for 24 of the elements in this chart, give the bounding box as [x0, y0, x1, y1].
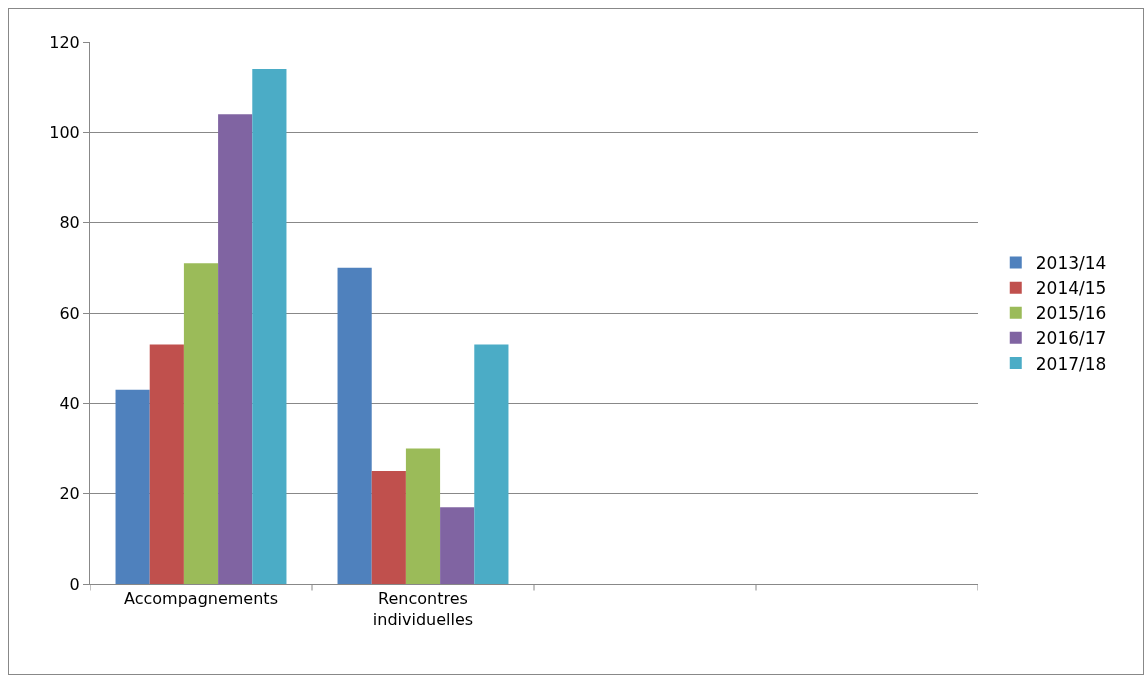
y-tick-label: 20	[59, 484, 80, 504]
y-tick-label: 120	[49, 32, 80, 52]
y-tick-label: 80	[59, 213, 80, 233]
bar	[183, 263, 219, 584]
legend-label: 2017/18	[1035, 353, 1107, 374]
x-tick-label: Rencontres individuelles	[372, 589, 474, 629]
bar	[371, 471, 406, 584]
bar	[218, 114, 253, 584]
bar	[405, 448, 441, 584]
y-tick-label: 100	[49, 122, 80, 142]
x-tick-label: Accompagnements	[124, 589, 278, 609]
bar	[337, 267, 372, 584]
bar	[440, 507, 475, 584]
legend-label: 2013/14	[1035, 253, 1107, 274]
bar	[252, 69, 287, 584]
bar	[474, 344, 509, 584]
y-tick-label: 60	[59, 303, 80, 323]
bar	[115, 389, 150, 584]
legend-label: 2014/15	[1035, 278, 1107, 299]
legend-label: 2015/16	[1035, 303, 1107, 324]
y-tick-label: 0	[69, 574, 80, 594]
y-tick-label: 40	[59, 393, 80, 413]
bar	[149, 344, 184, 584]
legend-label: 2016/17	[1035, 328, 1107, 349]
